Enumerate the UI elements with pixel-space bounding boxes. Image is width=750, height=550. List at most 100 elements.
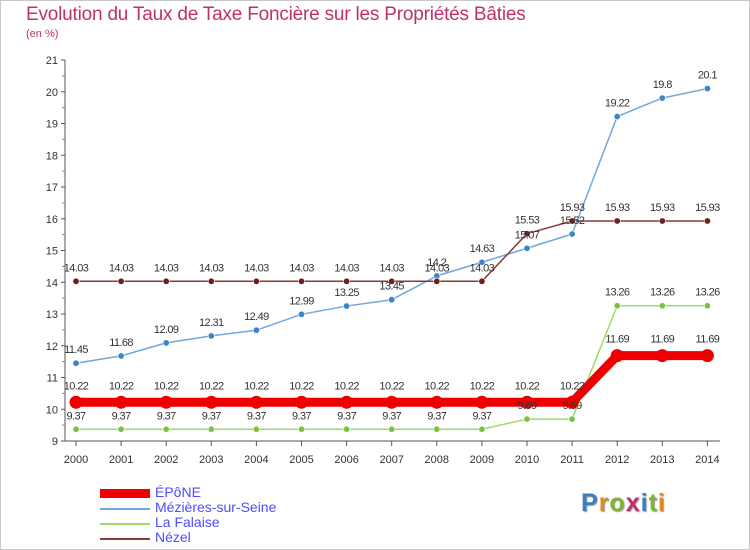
data-point-mezieres (72, 359, 80, 367)
data-point-nezel (252, 277, 260, 285)
legend-swatch-epone (100, 489, 150, 498)
data-point-epone (520, 395, 534, 409)
data-point-nezel (388, 277, 396, 285)
data-label-mezieres: 19.8 (653, 79, 672, 91)
data-label-la-falaise: 9.69 (563, 400, 582, 412)
data-point-nezel (703, 217, 711, 225)
data-label-nezel: 15.93 (695, 202, 720, 214)
logo-letter: t (648, 489, 658, 517)
data-point-epone (204, 395, 218, 409)
data-label-nezel: 15.93 (650, 202, 675, 214)
legend-swatch-mezieres (100, 508, 150, 510)
y-tick-label: 19 (46, 119, 58, 131)
legend-swatch-nezel (100, 538, 150, 540)
y-tick-label: 21 (46, 55, 58, 67)
data-label-epone: 10.22 (379, 380, 404, 392)
data-label-epone: 11.69 (605, 334, 629, 346)
data-label-nezel: 14.03 (334, 262, 359, 274)
data-point-nezel (162, 277, 170, 285)
data-point-nezel (568, 217, 576, 225)
data-point-epone (565, 395, 579, 409)
logo-letter: i (640, 489, 649, 517)
data-point-mezieres (523, 244, 531, 252)
data-point-epone (159, 395, 173, 409)
data-point-epone (114, 395, 128, 409)
data-point-la-falaise (117, 425, 125, 433)
data-label-nezel: 15.53 (515, 215, 540, 227)
data-point-la-falaise (388, 425, 396, 433)
x-tick-label: 2007 (379, 454, 403, 466)
legend-label-nezel: Nézel (155, 529, 191, 545)
data-point-epone (340, 395, 354, 409)
data-label-la-falaise: 9.37 (337, 410, 356, 422)
data-label-la-falaise: 9.37 (157, 410, 176, 422)
data-label-la-falaise: 9.37 (427, 410, 446, 422)
data-label-la-falaise: 9.37 (66, 410, 85, 422)
data-label-la-falaise: 13.26 (695, 287, 720, 299)
data-point-nezel (613, 217, 621, 225)
data-point-epone (385, 395, 399, 409)
data-point-epone (700, 349, 714, 363)
data-point-epone (610, 349, 624, 363)
data-point-epone (249, 395, 263, 409)
x-tick-label: 2010 (515, 454, 539, 466)
data-point-nezel (207, 277, 215, 285)
data-label-mezieres: 12.31 (199, 317, 224, 329)
x-tick-label: 2013 (650, 454, 674, 466)
data-point-mezieres (613, 113, 621, 121)
data-label-nezel: 14.03 (379, 262, 404, 274)
data-point-epone (295, 395, 308, 409)
data-point-mezieres (117, 352, 125, 360)
data-label-nezel: 14.03 (244, 262, 269, 274)
data-label-nezel: 14.03 (154, 262, 179, 274)
data-point-nezel (72, 277, 80, 285)
logo-letter: r (598, 489, 610, 517)
data-label-mezieres: 20.1 (698, 70, 717, 82)
chart-title: Evolution du Taux de Taxe Foncière sur l… (26, 4, 526, 25)
data-label-nezel: 15.93 (560, 202, 585, 214)
y-tick-label: 12 (46, 341, 58, 353)
data-label-epone: 10.22 (334, 380, 359, 392)
data-point-la-falaise (703, 302, 711, 310)
data-label-mezieres: 15.52 (560, 215, 585, 227)
data-label-nezel: 14.03 (425, 262, 450, 274)
data-point-epone (655, 349, 669, 363)
data-label-la-falaise: 9.37 (292, 410, 311, 422)
data-point-epone (69, 395, 83, 409)
data-point-mezieres (568, 230, 576, 238)
x-tick-label: 2011 (560, 454, 584, 466)
data-point-epone (430, 395, 444, 409)
data-label-mezieres: 15.07 (515, 229, 540, 241)
data-point-nezel (297, 277, 305, 285)
data-point-la-falaise (72, 425, 80, 433)
y-tick-label: 16 (46, 214, 58, 226)
y-tick-label: 17 (46, 182, 58, 194)
data-point-la-falaise (568, 415, 576, 423)
data-label-mezieres: 14.63 (470, 243, 495, 255)
data-label-mezieres: 11.68 (109, 337, 133, 349)
data-point-la-falaise (162, 425, 170, 433)
x-tick-label: 2001 (109, 454, 133, 466)
data-point-la-falaise (207, 425, 215, 433)
x-tick-label: 2002 (154, 454, 178, 466)
data-label-epone: 10.22 (560, 380, 585, 392)
y-tick-label: 18 (46, 150, 58, 162)
data-point-nezel (478, 277, 486, 285)
data-point-mezieres (658, 94, 666, 102)
y-tick-label: 11 (47, 373, 58, 385)
data-label-la-falaise: 9.37 (382, 410, 401, 422)
data-point-la-falaise (658, 302, 666, 310)
data-label-mezieres: 14.2 (427, 257, 446, 269)
data-label-epone: 10.22 (199, 380, 224, 392)
x-tick-label: 2004 (244, 454, 268, 466)
data-point-mezieres (207, 332, 215, 340)
y-tick-label: 20 (46, 87, 58, 99)
data-point-mezieres (297, 310, 305, 318)
data-point-nezel (523, 230, 531, 238)
data-label-mezieres: 12.09 (154, 324, 179, 336)
data-label-la-falaise: 13.26 (650, 287, 675, 299)
data-point-la-falaise (613, 302, 621, 310)
x-tick-label: 2000 (64, 454, 88, 466)
